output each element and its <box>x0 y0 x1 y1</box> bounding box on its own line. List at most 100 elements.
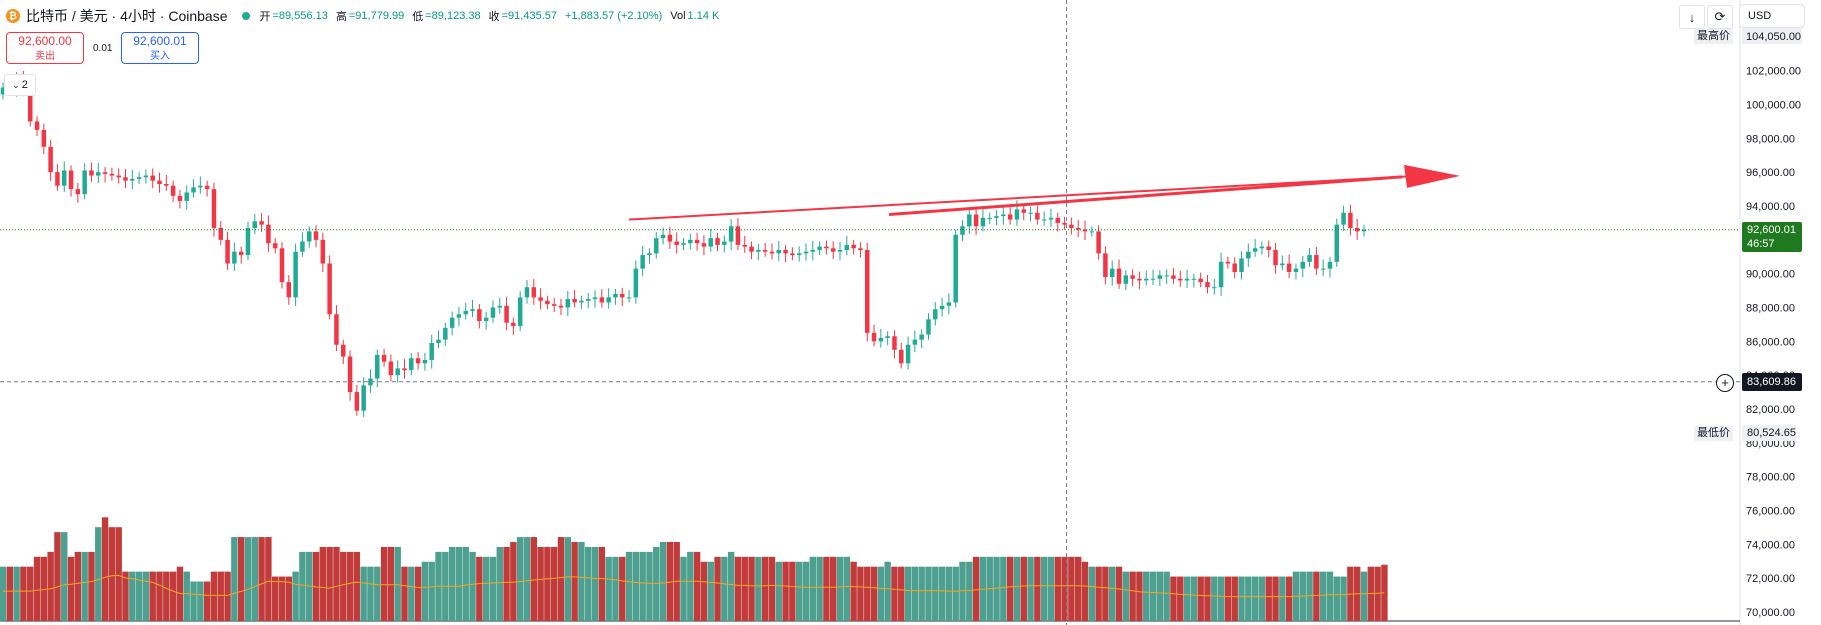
refresh-icon[interactable]: ⟳ <box>1707 5 1733 29</box>
candle-body <box>851 244 856 249</box>
candle-body <box>1307 255 1312 262</box>
chevron-down-icon: ⌄ <box>12 79 20 90</box>
candle-body <box>524 287 530 298</box>
candlestick <box>681 238 686 250</box>
volume-bar <box>1149 571 1157 621</box>
candle-body <box>463 310 468 315</box>
price-tick-label: 96,000.00 <box>1746 167 1795 179</box>
arrow-down-icon[interactable]: ↓ <box>1679 5 1705 29</box>
candlestick <box>538 288 543 310</box>
candle-body <box>1116 268 1122 284</box>
chart-grid <box>0 0 1741 625</box>
sell-button[interactable]: 92,600.00 卖出 <box>6 32 84 64</box>
candle-body <box>1300 261 1306 269</box>
volume-bar <box>387 546 395 621</box>
candlestick <box>1307 247 1312 267</box>
candle-body <box>953 234 958 303</box>
candlestick <box>75 183 81 203</box>
volume-bar <box>210 571 218 621</box>
volume-bar <box>1306 571 1313 621</box>
candle-body <box>1028 212 1033 214</box>
volume-bar <box>74 551 82 621</box>
candlestick <box>933 302 938 326</box>
trend-arrow-drawing[interactable] <box>629 164 1460 221</box>
candlestick <box>177 189 183 209</box>
volume-bar <box>47 551 54 621</box>
candle-body <box>830 248 836 252</box>
trend-line-thick <box>888 175 1403 217</box>
candlestick <box>456 307 462 327</box>
volume-bar <box>687 551 694 621</box>
candlestick <box>102 167 108 183</box>
volume-bar <box>299 551 306 621</box>
volume-bar <box>891 566 898 621</box>
buy-button[interactable]: 92,600.01 买入 <box>121 32 199 64</box>
candlestick <box>368 369 373 393</box>
currency-select[interactable]: USD <box>1739 4 1805 28</box>
candle-body <box>1178 278 1183 281</box>
candlestick <box>1320 259 1326 277</box>
candle-body <box>164 184 169 186</box>
candle-body <box>409 358 414 371</box>
candle-body <box>1041 219 1047 221</box>
candle-body <box>905 344 911 364</box>
candlestick <box>259 213 264 233</box>
candle-body <box>667 234 673 242</box>
candlestick <box>824 240 829 255</box>
candlestick <box>252 214 258 235</box>
volume-bar <box>408 566 415 621</box>
candlesticks <box>0 71 1367 417</box>
candle-body <box>1096 231 1101 254</box>
candlestick <box>504 296 509 331</box>
candle-body <box>1130 275 1135 279</box>
candle-body <box>1007 214 1013 220</box>
indicator-toggle[interactable]: ⌄ 2 <box>4 74 36 96</box>
candlestick <box>463 302 468 320</box>
candle-body <box>701 243 707 247</box>
candlestick <box>218 220 224 245</box>
plus-icon[interactable]: + <box>1716 374 1734 392</box>
candle-body <box>48 146 53 173</box>
candle-body <box>885 336 890 338</box>
candlestick <box>184 185 189 210</box>
candlestick <box>830 241 836 260</box>
price-tick-label: 88,000.00 <box>1746 303 1795 315</box>
trend-line[interactable] <box>629 174 1428 221</box>
price-axis[interactable]: 104,050.00 102,000.00 100,000.00 98,000.00 9… <box>1742 28 1802 619</box>
candlestick <box>48 139 53 181</box>
symbol-title[interactable]: 比特币 / 美元 · 4小时 · Coinbase <box>26 8 228 24</box>
candlestick <box>1334 218 1340 267</box>
candlestick <box>211 183 217 237</box>
volume-bar <box>1224 576 1232 621</box>
candle-body <box>1055 217 1061 223</box>
candlestick <box>885 331 890 346</box>
candlestick <box>667 226 673 249</box>
volume-bar <box>850 561 857 621</box>
volume-bar <box>1313 571 1320 621</box>
volume-bar <box>265 537 272 621</box>
candlestick <box>1252 239 1258 257</box>
candlestick <box>640 245 645 277</box>
volume-bar <box>1006 556 1014 621</box>
candlestick <box>1239 251 1244 280</box>
volume-bar <box>1285 576 1293 621</box>
volume-bar <box>1034 556 1041 621</box>
volume-bar <box>95 527 102 621</box>
candlestick <box>599 289 605 308</box>
volume-bar <box>877 566 885 621</box>
volume-bar <box>768 556 776 621</box>
candlestick <box>497 297 503 314</box>
candlestick <box>1225 256 1231 269</box>
candlestick <box>245 221 251 261</box>
candlestick <box>422 352 428 371</box>
candlestick <box>68 165 74 197</box>
candlestick <box>558 298 564 315</box>
volume-bar <box>1238 576 1245 621</box>
candle-body <box>599 297 605 303</box>
candle-body <box>279 248 285 283</box>
candle-body <box>1266 246 1271 250</box>
candle-body <box>803 251 809 254</box>
candlestick <box>415 352 421 370</box>
candlestick <box>483 311 489 330</box>
